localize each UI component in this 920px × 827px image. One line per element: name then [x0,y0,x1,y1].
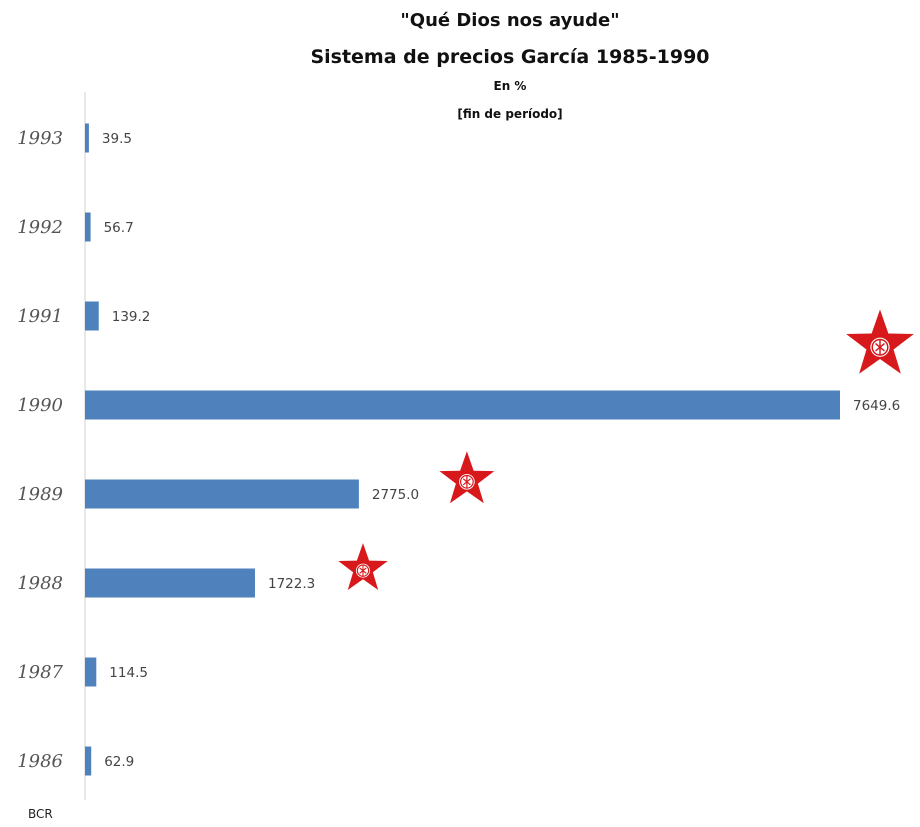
category-label-1989: 1989 [17,484,63,505]
bar-1986 [85,746,92,776]
category-label-1990: 1990 [17,395,63,416]
value-label-1987: 114.5 [109,665,148,681]
apra-star-icon-1988 [337,542,389,591]
value-label-1991: 139.2 [112,309,151,325]
category-label-1986: 1986 [17,751,63,772]
value-label-1990: 7649.6 [853,398,900,414]
bar-1992 [85,212,91,242]
bar-1993 [85,123,89,153]
period-label: [fin de período] [457,107,562,121]
category-label-1987: 1987 [17,662,63,683]
apra-star-icon-1989 [438,450,495,504]
value-label-1993: 39.5 [102,131,132,147]
source-label: BCR [28,807,53,821]
apra-star-icon-1990 [845,308,915,375]
bar-1991 [85,301,99,331]
unit-label: En % [494,79,527,93]
bar-1987 [85,657,97,687]
bar-group: 1993 39.5 1992 56.7 1991 139.2 1990 7649.6 1989 2… [17,123,915,776]
value-label-1992: 56.7 [104,220,134,236]
value-label-1986: 62.9 [104,754,134,770]
category-label-1992: 1992 [17,217,63,238]
chart-title: "Qué Dios nos ayude" [400,10,619,31]
value-label-1989: 2775.0 [372,487,419,503]
category-label-1988: 1988 [17,573,63,594]
bar-1989 [85,479,359,509]
chart-subtitle: Sistema de precios García 1985-1990 [310,46,709,68]
category-label-1991: 1991 [17,306,63,327]
bar-1988 [85,568,255,598]
category-label-1993: 1993 [17,128,63,149]
value-label-1988: 1722.3 [268,576,315,592]
bar-1990 [85,390,840,420]
